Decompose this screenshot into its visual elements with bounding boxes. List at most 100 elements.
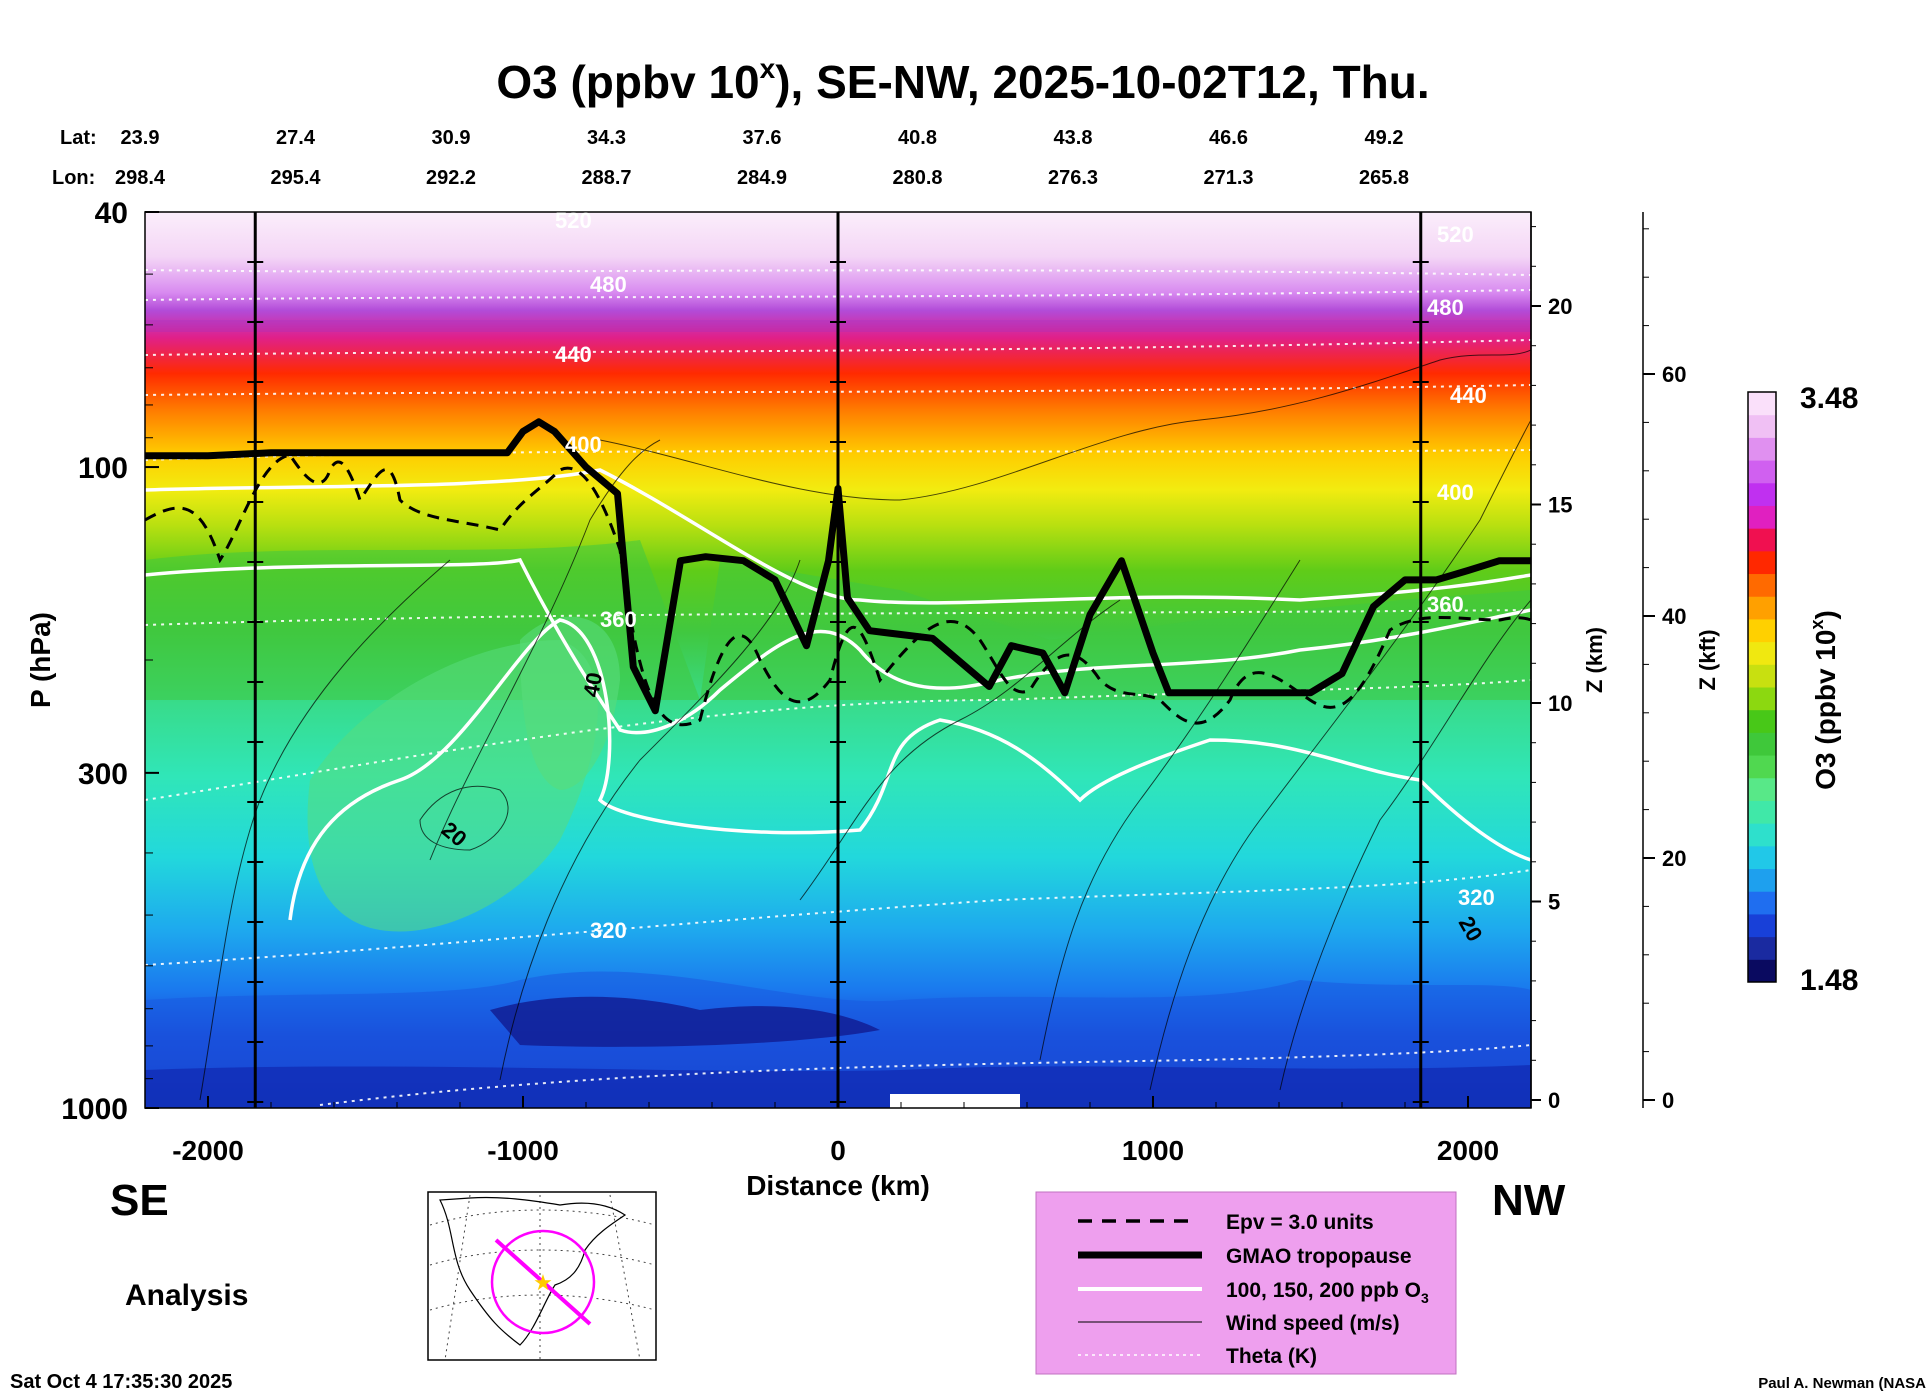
y-tick-label: 40 xyxy=(95,197,128,230)
colorbar-swatch xyxy=(1748,959,1776,983)
lat-label: Lat: xyxy=(60,127,97,149)
colorbar-frame xyxy=(1747,391,1777,983)
x-tick-label: 2000 xyxy=(1437,1135,1499,1166)
x-tick-label: 1000 xyxy=(1122,1135,1184,1166)
theta-label: 400 xyxy=(565,432,602,457)
theta-label: 480 xyxy=(590,272,627,297)
theta-label: 480 xyxy=(1427,295,1464,320)
lon-value: 288.7 xyxy=(581,167,631,189)
mode-label: Analysis xyxy=(125,1279,248,1312)
colorbar-swatch xyxy=(1748,482,1776,506)
direction-se: SE xyxy=(110,1176,169,1225)
region-circle xyxy=(490,1229,596,1335)
theta-label: 360 xyxy=(600,607,637,632)
colorbar-swatch xyxy=(1748,528,1776,552)
colorbar-swatch xyxy=(1748,845,1776,870)
lat-value: 40.8 xyxy=(898,127,937,149)
lon-value: 295.4 xyxy=(270,167,321,189)
colorbar-swatch xyxy=(1748,550,1776,575)
colorbar-swatch xyxy=(1748,732,1776,756)
wind-label: 40 xyxy=(578,670,607,698)
z-tick-label: 15 xyxy=(1548,493,1572,518)
colorbar-swatch xyxy=(1748,891,1776,915)
legend-epv-label: Epv = 3.0 units xyxy=(1226,1211,1374,1234)
colorbar-swatch xyxy=(1748,687,1776,711)
legend-theta-label: Theta (K) xyxy=(1226,1345,1317,1368)
chart-title: O3 (ppbv 10x), SE-NW, 2025-10-02T12, Thu… xyxy=(496,53,1429,108)
lon-value: 292.2 xyxy=(426,167,476,189)
theta-label: 320 xyxy=(1458,885,1495,910)
lon-value: 265.8 xyxy=(1359,167,1409,189)
z-tick-label: 0 xyxy=(1548,1088,1560,1113)
x-axis-title: Distance (km) xyxy=(746,1170,930,1201)
z-kft-axis-title: Z (kft) xyxy=(1695,629,1720,690)
lat-value: 49.2 xyxy=(1365,127,1404,149)
legend-wind-label: Wind speed (m/s) xyxy=(1226,1312,1400,1335)
direction-nw: NW xyxy=(1492,1176,1566,1225)
y-axis: 40 100 300 1000 xyxy=(61,197,159,1126)
lat-value: 27.4 xyxy=(276,127,316,149)
colorbar-swatch xyxy=(1748,868,1776,892)
colorbar-swatch xyxy=(1748,618,1776,643)
theta-label: 520 xyxy=(1437,222,1474,247)
colorbar-swatch xyxy=(1748,936,1776,960)
z-km-axis-title: Z (km) xyxy=(1582,627,1607,693)
section-line xyxy=(494,1238,592,1326)
colorbar-swatch xyxy=(1748,505,1776,529)
theta-label: 520 xyxy=(555,208,592,233)
coastline xyxy=(439,1196,627,1346)
theta-labels: 520 520 480 480 440 440 400 400 360 360 … xyxy=(555,208,1495,943)
colorbar-max-label: 3.48 xyxy=(1800,382,1858,415)
footer-credit: Paul A. Newman (NASA xyxy=(1758,1375,1926,1392)
theta-label: 400 xyxy=(1437,480,1474,505)
lon-value: 284.9 xyxy=(737,167,787,189)
y-axis-title: P (hPa) xyxy=(25,612,56,708)
kft-tick-label: 0 xyxy=(1662,1088,1674,1113)
kft-tick-label: 20 xyxy=(1662,846,1686,871)
colorbar-swatch xyxy=(1748,437,1776,461)
colorbar-swatch xyxy=(1748,392,1776,416)
lon-value: 276.3 xyxy=(1048,167,1098,189)
lat-value: 30.9 xyxy=(432,127,471,149)
lon-value: 280.8 xyxy=(892,167,942,189)
colorbar-swatch xyxy=(1748,573,1776,597)
x-tick-label: -2000 xyxy=(172,1135,244,1166)
colorbar-min-label: 1.48 xyxy=(1800,964,1858,997)
z-kft-axis: 60 40 20 0 xyxy=(1642,212,1686,1113)
colorbar-swatch xyxy=(1748,641,1776,665)
kft-tick-label: 40 xyxy=(1662,604,1686,629)
legend: Epv = 3.0 units GMAO tropopause 100, 150… xyxy=(1035,1191,1457,1375)
theta-label: 360 xyxy=(1427,592,1464,617)
lon-label: Lon: xyxy=(52,167,95,189)
wind-speed-contours xyxy=(199,349,1531,1101)
z-tick-label: 10 xyxy=(1548,691,1572,716)
epv-line xyxy=(145,453,1531,727)
lat-value: 34.3 xyxy=(587,127,626,149)
x-tick-label: 0 xyxy=(830,1135,846,1166)
colorbar-swatch xyxy=(1748,913,1776,938)
lon-value: 298.4 xyxy=(115,167,166,189)
z-tick-label: 5 xyxy=(1548,890,1560,915)
x-tick-label: -1000 xyxy=(487,1135,559,1166)
y-tick-label: 100 xyxy=(78,452,128,485)
lat-lon-row: 23.9 27.4 30.9 34.3 37.6 40.8 43.8 46.6 49.2 298.… xyxy=(115,127,1409,189)
z-km-axis: 20 15 10 5 0 xyxy=(1530,212,1572,1113)
colorbar-swatch xyxy=(1748,755,1776,779)
theta-label: 320 xyxy=(590,918,627,943)
x-axis: -2000 -1000 0 1000 2000 xyxy=(144,1096,1532,1166)
colorbar-swatch xyxy=(1748,460,1776,484)
lat-value: 43.8 xyxy=(1054,127,1093,149)
center-star-icon: ★ xyxy=(533,1270,553,1295)
legend-tropopause-label: GMAO tropopause xyxy=(1226,1245,1412,1268)
locator-map: ★ xyxy=(427,1191,657,1361)
lat-value: 37.6 xyxy=(743,127,782,149)
theta-contours xyxy=(145,269,1531,1106)
colorbar-swatch xyxy=(1748,777,1776,801)
colorbar-swatch xyxy=(1748,664,1776,688)
colorbar-title: O3 (ppbv 10x) xyxy=(1807,610,1841,790)
legend-o3-label: 100, 150, 200 ppb O3 xyxy=(1226,1279,1429,1306)
y-tick-label: 1000 xyxy=(61,1093,128,1126)
tropopause-line xyxy=(145,418,1531,715)
colorbar-swatch xyxy=(1748,709,1776,733)
